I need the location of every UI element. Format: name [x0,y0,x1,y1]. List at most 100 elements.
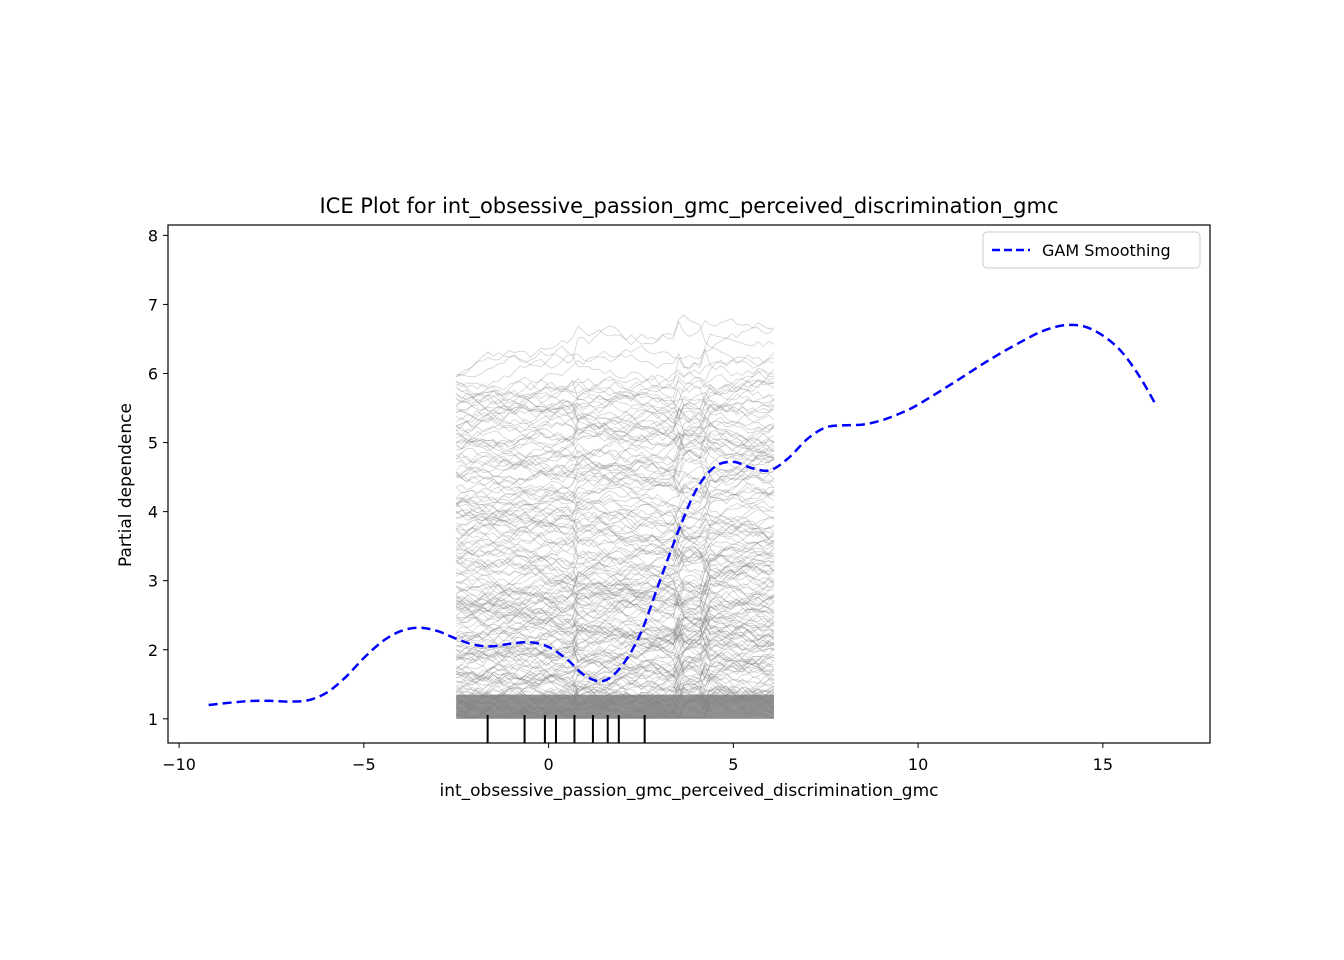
ice-dense-band [456,694,774,719]
ice-curve [455,616,775,659]
ice-curve [455,644,775,695]
ice-curve [455,620,775,671]
ice-curve [456,620,775,675]
ice-curve [455,314,775,377]
ice-curve [455,547,775,611]
ice-curve [456,380,775,429]
ice-curve [456,567,775,616]
ice-curve [455,379,775,423]
ice-curve [455,417,775,451]
ice-curve [456,606,775,643]
ice-curve [456,470,775,515]
ice-curve [456,425,775,463]
x-axis: −10 −5 0 5 10 15 [162,743,1113,774]
ice-curve [456,538,775,581]
ice-curve [456,620,775,668]
ice-curve [456,559,775,607]
ice-curve [456,559,775,618]
ice-curve [456,615,775,660]
ice-curve [456,418,775,477]
ice-curve [455,426,775,453]
ice-curve [456,648,775,691]
ice-curve [456,486,775,534]
ice-curve [456,647,775,696]
ice-curve [456,430,775,489]
ice-curve [456,430,775,507]
y-tick-label: 2 [148,641,158,660]
ice-curve [456,654,775,686]
chart-title: ICE Plot for int_obsessive_passion_gmc_p… [319,194,1058,219]
ice-curve [455,604,775,642]
y-tick-label: 5 [148,434,158,453]
ice-curve [455,554,775,594]
ice-curve [456,551,775,587]
ice-curve [456,582,775,640]
ice-curve [456,572,775,652]
ice-curve [455,627,775,670]
ice-curve [456,618,775,653]
y-tick-label: 3 [148,572,158,591]
ice-curve [456,553,775,611]
ice-curve [455,486,775,539]
legend: GAM Smoothing [982,231,1201,269]
ice-curve [455,551,775,618]
ice-curve [456,545,775,577]
y-axis-label: Partial dependence [116,403,136,567]
ice-curve [455,589,775,634]
ice-curve [456,486,775,531]
ice-curve [456,557,775,601]
ice-curve [456,545,775,599]
ice-curve [455,394,775,439]
ice-curve [455,562,775,627]
ice-curve [455,377,775,413]
ice-curves [455,314,775,719]
ice-curve [455,406,775,449]
ice-curve [455,580,775,615]
series-layer [208,323,1156,707]
ice-curve [455,464,775,548]
ice-curve [455,391,775,464]
gam-smoothing-line [208,323,1156,707]
ice-curve [455,433,775,487]
ice-curve [456,376,775,412]
ice-curve [456,433,775,479]
x-tick-label: 0 [543,755,553,774]
ice-curve [456,404,775,438]
ice-curve [455,389,775,461]
ice-curve [455,403,775,482]
y-tick-label: 1 [148,710,158,729]
ice-curve [456,400,775,451]
ice-curve [456,327,775,376]
ice-curve [455,587,775,637]
ice-curve [455,600,775,668]
ice-curve [456,593,775,658]
ice-curve [456,467,775,500]
ice-curve [455,590,775,646]
ice-curve [455,602,775,673]
ice-curve [455,525,775,558]
ice-curve [456,383,775,454]
rug-marks [486,715,646,743]
ice-curve [455,469,775,530]
ice-curve [455,379,775,439]
ice-curve [456,578,775,621]
ice-curve [456,545,775,610]
legend-label: GAM Smoothing [1042,241,1171,260]
ice-curve [455,451,775,507]
x-tick-label: −5 [352,755,376,774]
y-tick-label: 4 [148,503,158,522]
ice-curve [455,619,775,677]
ice-curve [456,621,775,661]
ice-curve [456,556,775,626]
ice-curve [455,546,775,607]
ice-curve [455,467,775,549]
ice-curve [455,545,775,597]
ice-curve [456,603,775,646]
ice-curve [455,354,775,388]
ice-curve [456,637,775,691]
ice-curve [455,511,775,563]
ice-curve [455,489,775,549]
ice-curve [456,395,775,450]
ice-curve [456,655,775,707]
